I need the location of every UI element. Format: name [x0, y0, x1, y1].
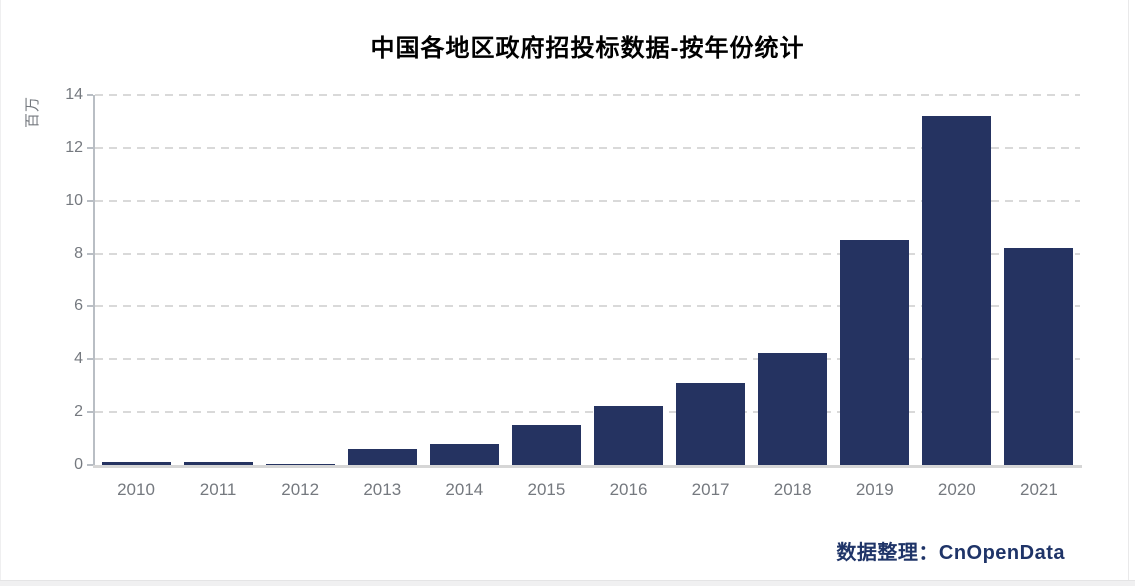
credit-prefix: 数据整理：: [836, 542, 939, 564]
y-tick-label-6: 6: [74, 297, 83, 315]
window-left-border: [0, 0, 1, 580]
gridline-y12: [95, 146, 1080, 149]
y-tick-mark-10: [87, 199, 93, 202]
x-tick-label-2021: 2021: [1019, 480, 1058, 499]
bar-2017[interactable]: [676, 383, 746, 465]
bar-2011[interactable]: [183, 462, 253, 465]
bar-2014[interactable]: [429, 443, 499, 465]
x-tick-label-2014: 2014: [445, 480, 484, 499]
window-right-border: [1128, 0, 1129, 580]
gridline-y10: [95, 199, 1080, 202]
credit-source-name: CnOpenData: [938, 542, 1065, 564]
x-tick-label-2015: 2015: [527, 480, 566, 499]
x-tick-label-2017: 2017: [691, 480, 730, 499]
x-tick-label-2016: 2016: [609, 480, 648, 499]
bar-2010[interactable]: [101, 462, 171, 465]
x-tick-label-2020: 2020: [937, 480, 976, 499]
bar-2021[interactable]: [1004, 248, 1074, 465]
x-tick-label-2012: 2012: [281, 480, 320, 499]
x-axis-line: [93, 465, 1082, 468]
gridline-y6: [95, 305, 1080, 308]
window-bottom-edge: [0, 580, 1135, 586]
bar-2013[interactable]: [347, 449, 417, 465]
y-tick-label-12: 12: [65, 138, 83, 156]
y-tick-mark-2: [87, 411, 93, 414]
gridline-y8: [95, 252, 1080, 255]
y-tick-label-10: 10: [65, 191, 83, 209]
x-tick-label-2019: 2019: [855, 480, 894, 499]
x-tick-label-2011: 2011: [199, 480, 237, 499]
x-tick-label-2013: 2013: [363, 480, 402, 499]
bar-2020[interactable]: [922, 116, 992, 465]
y-tick-label-0: 0: [74, 456, 83, 473]
y-tick-mark-6: [87, 305, 93, 308]
plot-area: 百万 0 2 4 6 8 10 12 14 2010 2011 2012 2013 2014 2015 2…: [24, 86, 1082, 499]
y-tick-label-4: 4: [74, 350, 83, 368]
bar-2012[interactable]: [265, 463, 335, 465]
bar-2018[interactable]: [758, 352, 828, 465]
y-tick-mark-0: [87, 464, 93, 466]
y-tick-mark-14: [87, 94, 93, 96]
gridline-y4: [95, 358, 1080, 361]
x-tick-label-2010: 2010: [117, 480, 155, 499]
bar-2019[interactable]: [840, 240, 910, 465]
y-tick-label-2: 2: [74, 403, 83, 421]
y-tick-label-8: 8: [74, 244, 83, 262]
x-tick-label-2018: 2018: [773, 480, 812, 499]
gridline-y14: [95, 94, 1080, 96]
bar-2015[interactable]: [511, 425, 581, 465]
credit-line: 数据整理：CnOpenData: [95, 536, 1065, 565]
y-tick-mark-4: [87, 358, 93, 361]
y-tick-mark-12: [87, 146, 93, 149]
chart-title: 中国各地区政府招投标数据-按年份统计: [370, 35, 805, 62]
y-axis-line: [93, 95, 95, 467]
y-tick-label-14: 14: [65, 86, 83, 103]
y-tick-mark-8: [87, 252, 93, 255]
gridline-y2: [95, 411, 1080, 414]
bar-2016[interactable]: [594, 405, 664, 465]
